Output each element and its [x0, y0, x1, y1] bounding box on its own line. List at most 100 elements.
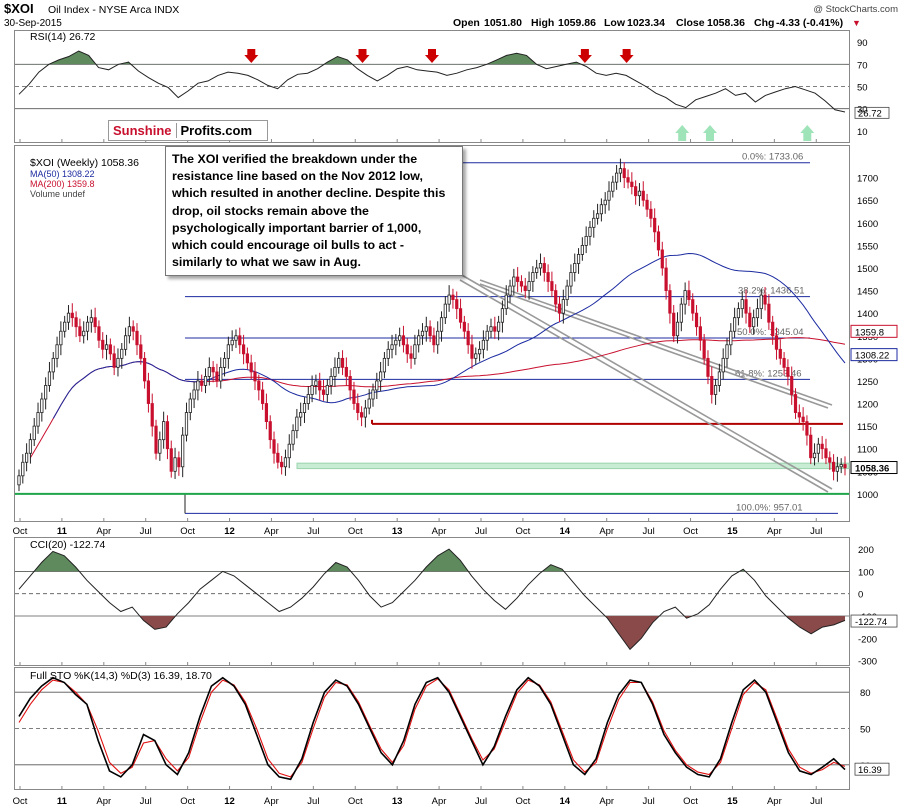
cci-last-value: -122.74	[855, 617, 887, 628]
candle-body	[116, 357, 120, 368]
candle-body	[470, 344, 474, 359]
x-tick-label-bottom: Apr	[599, 796, 614, 807]
candle-body	[615, 172, 619, 183]
candle-body	[436, 330, 440, 346]
candle-body	[287, 443, 291, 459]
candle-body	[226, 344, 230, 359]
candle-body	[542, 263, 546, 273]
candle-body	[143, 357, 147, 382]
candle-body	[379, 371, 383, 382]
candle-body	[78, 326, 82, 337]
candle-body	[59, 330, 63, 346]
candle-body	[417, 335, 421, 346]
candle-body	[405, 344, 409, 355]
candle-body	[306, 394, 310, 404]
price-tick-label: 1700	[857, 174, 878, 185]
candle-body	[721, 357, 725, 373]
price-tick-label: 1500	[857, 264, 878, 275]
ma200-legend-value: 1359.8	[67, 179, 95, 189]
candle-body	[569, 272, 573, 287]
candle-body	[519, 281, 524, 287]
candle-body	[177, 457, 181, 468]
candle-body	[268, 421, 272, 441]
x-tick-label-price: Jul	[643, 526, 655, 537]
ma50-legend-name: MA(50)	[30, 169, 60, 179]
x-tick-label-price: Apr	[264, 526, 279, 537]
candle-body	[702, 339, 706, 359]
candle-body	[740, 299, 744, 310]
x-tick-label-bottom: 13	[392, 796, 403, 807]
candle-body	[188, 398, 192, 413]
candle-body	[439, 317, 444, 332]
x-tick-label-bottom: 15	[727, 796, 738, 807]
candle-body	[25, 452, 29, 463]
candle-body	[398, 335, 402, 341]
rsi-tick-label: 50	[857, 83, 868, 94]
rsi-tick-label: 90	[857, 38, 868, 49]
candle-body	[778, 348, 782, 359]
chart-date: 30-Sep-2015	[4, 18, 62, 29]
candle-body	[329, 376, 333, 386]
candle-body	[40, 398, 44, 413]
candle-body	[550, 281, 554, 291]
candle-body	[828, 457, 832, 463]
price-label: $XOI (Weekly) 1058.36	[30, 157, 139, 169]
candle-body	[131, 326, 135, 332]
candle-body	[504, 294, 508, 310]
candle-body	[207, 366, 211, 377]
candle-body	[173, 457, 177, 472]
candle-body	[390, 344, 394, 350]
sell-arrow-icon	[355, 49, 370, 63]
candle-body	[443, 303, 447, 319]
rsi-overbought-fill	[48, 51, 582, 65]
candle-body	[656, 231, 661, 251]
x-tick-label-bottom: Jul	[140, 796, 152, 807]
candle-body	[89, 317, 93, 323]
candle-body	[508, 285, 512, 296]
candle-body	[481, 339, 485, 350]
trend-line	[459, 279, 829, 493]
price-tick-label: 1450	[857, 287, 878, 298]
price-tick-label: 1000	[857, 490, 878, 501]
close-value: 1058.36	[707, 17, 745, 29]
candle-body	[401, 335, 406, 346]
candle-body	[599, 204, 603, 215]
close-label: Close	[676, 17, 705, 29]
candle-body	[774, 335, 779, 350]
candle-body	[824, 448, 828, 459]
fib-label: 38.2%: 1436.51	[738, 286, 805, 297]
candle-body	[165, 421, 170, 450]
rsi-last-value: 26.72	[858, 108, 882, 119]
candle-body	[127, 326, 131, 337]
candle-body	[805, 421, 809, 436]
ma200-value-tag: 1359.8	[855, 327, 884, 338]
candle-body	[299, 412, 303, 418]
candle-body	[82, 330, 86, 337]
candle-body	[694, 312, 699, 328]
x-tick-label-price: Oct	[348, 526, 363, 537]
x-tick-label-price: 11	[57, 526, 68, 537]
cci-tick-label: -200	[858, 634, 877, 645]
x-tick-label-price: 12	[224, 526, 235, 537]
x-tick-label-price: Apr	[432, 526, 447, 537]
high-value: 1059.86	[558, 17, 596, 29]
ma50-line	[52, 252, 846, 419]
volume-legend: Volume undef	[30, 189, 86, 199]
cci-line	[18, 548, 846, 651]
x-tick-label-price: Apr	[599, 526, 614, 537]
x-tick-label-price: Oct	[516, 526, 531, 537]
x-tick-label-bottom: Oct	[180, 796, 195, 807]
candle-body	[812, 452, 817, 459]
rsi-last-box	[854, 106, 890, 119]
candle-body	[101, 339, 105, 350]
candle-body	[618, 168, 623, 174]
candle-body	[512, 276, 516, 287]
candle-body	[276, 452, 280, 463]
candle-body	[820, 443, 824, 450]
ma200-legend-name: MA(200)	[30, 179, 65, 189]
candle-body	[843, 464, 847, 469]
chg-value: -4.33 (-0.41%)	[776, 17, 843, 29]
candle-body	[755, 308, 760, 319]
rsi-tick-label: 70	[857, 60, 868, 71]
candle-body	[626, 177, 630, 183]
